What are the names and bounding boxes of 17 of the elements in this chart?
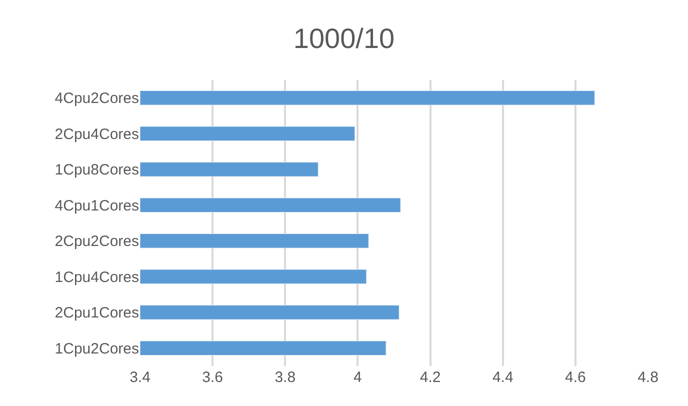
x-tick-label: 3.8 — [274, 369, 296, 386]
y-tick-label: 1Cpu4Cores — [54, 268, 139, 286]
y-tick-label: 4Cpu1Cores — [54, 197, 139, 214]
x-tick-label: 4.8 — [638, 369, 658, 386]
x-tick-label: 4.6 — [565, 369, 586, 386]
x-tick-label: 4.2 — [420, 369, 441, 386]
y-tick-label: 2Cpu2Cores — [54, 233, 139, 250]
y-tick-label: 4Cpu2Cores — [54, 90, 139, 108]
y-tick-label: 1Cpu8Cores — [54, 162, 139, 179]
x-tick-label: 3.4 — [130, 369, 150, 386]
chart-title: 1000/10 — [293, 23, 395, 54]
x-tick-label: 4.4 — [492, 369, 514, 386]
x-tick-label: 3.6 — [202, 369, 223, 386]
y-tick-label: 1Cpu2Cores — [54, 340, 139, 358]
x-tick-label: 4 — [354, 369, 362, 386]
y-tick-label: 2Cpu1Cores — [54, 304, 139, 322]
y-tick-label: 2Cpu4Cores — [54, 126, 139, 143]
